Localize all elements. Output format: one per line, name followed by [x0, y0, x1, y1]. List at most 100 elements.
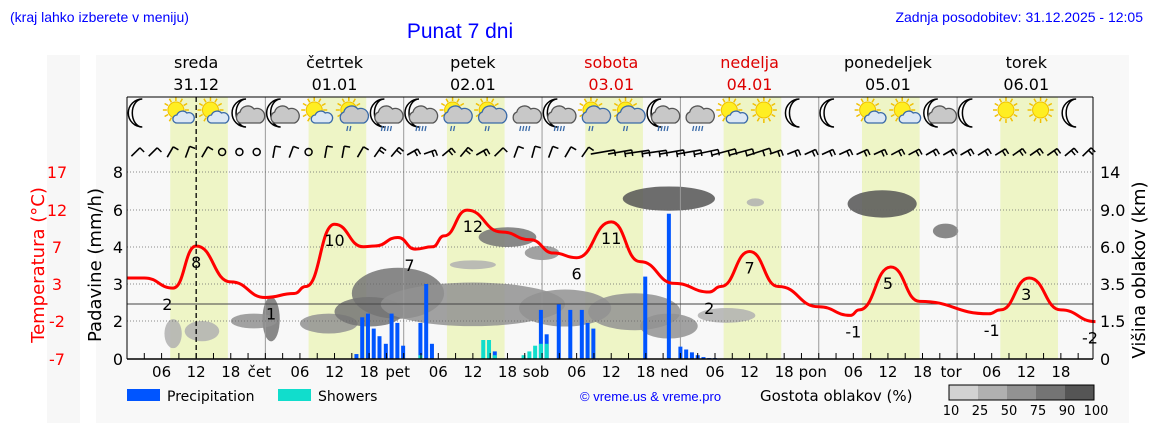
cloud-shape — [235, 105, 266, 124]
sun-ray — [198, 113, 204, 118]
day-name: ponedeljek — [844, 53, 933, 72]
sun-ray — [860, 98, 864, 103]
sun-ray — [164, 102, 169, 107]
rain-drop — [386, 125, 390, 132]
barb-flag — [1039, 148, 1044, 154]
temperature-tick: 17 — [47, 163, 67, 182]
barb-staff — [373, 146, 382, 158]
precipitation-bar — [591, 328, 596, 359]
wind-barb-icon — [341, 145, 351, 159]
precipitation-bar — [371, 328, 376, 359]
barb-staff — [423, 149, 436, 155]
density-level-label: 10 — [943, 404, 960, 419]
barb-flag — [1004, 148, 1010, 155]
barb-staff — [1046, 147, 1058, 157]
barb-flag — [710, 150, 714, 158]
sun-cloud-rain-icon — [439, 97, 473, 132]
temperature-label: 7 — [744, 258, 754, 277]
copyright-link[interactable]: © vreme.us & vreme.pro — [580, 389, 721, 404]
cloud-blob — [478, 227, 537, 247]
sun-ray — [994, 102, 999, 107]
barb-staff — [390, 146, 400, 158]
barb-staff — [459, 146, 469, 158]
wind-barb-icon — [960, 148, 975, 157]
rain-drop — [418, 125, 421, 132]
sun-ray — [307, 117, 311, 122]
sun-cloud-icon — [716, 97, 749, 124]
moon-shape — [1061, 98, 1077, 128]
sun-ray — [214, 98, 218, 103]
barb-staff — [1081, 147, 1092, 157]
sun-ray — [752, 113, 757, 118]
temperature-tick: 3 — [52, 275, 62, 294]
sun-ray — [618, 98, 622, 103]
barb-staff — [272, 145, 276, 159]
cloud-shape — [616, 105, 646, 124]
day-date: 02.01 — [450, 75, 496, 94]
wind-barb-icon — [441, 147, 456, 157]
wind-barb-icon — [304, 147, 313, 157]
barb-flag — [846, 150, 851, 157]
wind-barb-icon — [838, 148, 854, 157]
temperature-label: 3 — [1021, 285, 1031, 304]
wind-barb-icon — [1064, 147, 1079, 157]
barb-staff — [406, 148, 418, 156]
barb-staff — [746, 147, 770, 157]
sun-icon — [1027, 97, 1054, 123]
rain-drop — [487, 125, 490, 132]
sun-icon — [750, 97, 777, 123]
barb-flag — [431, 150, 435, 158]
wind-barb-icon — [324, 145, 333, 159]
sun-ray — [217, 102, 223, 107]
barb-flag — [814, 149, 819, 156]
barb-flag — [863, 150, 868, 157]
hour-tick-label: 12 — [1017, 363, 1036, 381]
hour-tick-label: 12 — [463, 363, 482, 381]
legend-showers-swatch — [278, 389, 311, 401]
moon-shape — [404, 98, 420, 128]
density-level-label: 75 — [1030, 404, 1047, 419]
barb-flag — [932, 150, 937, 157]
showers-bar — [487, 340, 492, 359]
sun-ray — [771, 113, 776, 118]
wind-barb-icon — [564, 146, 577, 158]
wind-barb-icon — [406, 148, 422, 157]
cloud-shape — [581, 105, 612, 124]
daylight-band — [170, 97, 228, 359]
barb-flag — [918, 148, 923, 155]
moon-cloud-rain-icon — [369, 98, 404, 132]
precipitation-bar — [579, 309, 584, 359]
precipitation-bar — [383, 343, 388, 359]
showers-bar — [533, 345, 538, 359]
day-date: 05.01 — [865, 75, 911, 94]
barb-flag — [434, 149, 439, 156]
barb-staff — [890, 148, 903, 156]
rain-drop — [666, 125, 669, 132]
sun-ray — [1047, 113, 1053, 118]
rain-drop — [383, 125, 387, 132]
barb-staff — [642, 149, 667, 155]
sun-ray — [168, 117, 173, 122]
rain-drop — [657, 125, 660, 132]
precipitation-bar — [585, 322, 590, 359]
wind-barb-icon — [581, 146, 595, 158]
calm-circle — [252, 147, 261, 157]
sun-cloud-rain-icon — [474, 97, 508, 132]
rain-drop — [695, 125, 698, 132]
sun-ray — [752, 102, 757, 107]
barb-flag — [970, 148, 975, 155]
cloud-shape — [374, 105, 404, 124]
location-hint[interactable]: (kraj lahko izberete v meniju) — [10, 9, 189, 25]
wind-barb-icon — [217, 147, 227, 157]
barb-staff — [977, 148, 989, 156]
wind-barb-icon — [201, 146, 214, 158]
temperature-tick: 7 — [52, 238, 62, 257]
wind-barb-icon — [356, 146, 370, 158]
hour-tick-label: 06 — [429, 363, 448, 381]
sun-ray — [909, 102, 914, 107]
barb-flag — [1087, 149, 1094, 156]
hour-tick-label: 18 — [360, 363, 379, 381]
barb-flag — [832, 149, 837, 156]
sun-ray — [440, 102, 446, 107]
barb-staff — [148, 147, 158, 157]
